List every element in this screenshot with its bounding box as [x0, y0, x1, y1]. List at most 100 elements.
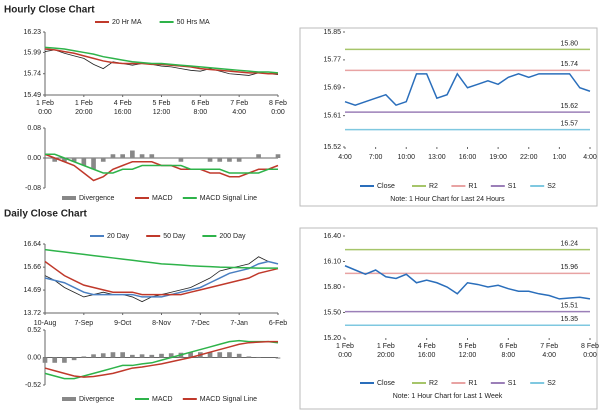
series-line — [44, 340, 278, 378]
y-tick-label: 15.80 — [323, 284, 341, 291]
legend-label: S1 — [508, 380, 517, 387]
legend-label: 20 Hr MA — [112, 19, 142, 26]
x-tick-label: 6 Feb — [499, 343, 517, 350]
bar — [275, 357, 281, 359]
bar — [188, 352, 193, 358]
section-title: Hourly Close Chart — [4, 5, 95, 16]
bar — [42, 357, 48, 363]
series-line — [44, 46, 279, 74]
level-label: 15.57 — [560, 120, 578, 127]
x-tick-label: 0:00 — [583, 352, 597, 359]
bar — [178, 158, 184, 162]
level-label: 15.74 — [560, 61, 578, 68]
bar — [139, 354, 145, 358]
x-tick-label: 4:00 — [542, 352, 556, 359]
x-tick-label: 1 Feb — [336, 343, 354, 350]
y-tick-label: 16.40 — [323, 233, 341, 240]
bar — [81, 158, 87, 166]
legend-label: 50 Hrs MA — [177, 19, 210, 26]
bar — [52, 158, 58, 162]
y-tick-label: 15.77 — [323, 57, 341, 64]
bar — [91, 158, 96, 170]
bar — [159, 353, 164, 358]
legend-label: MACD — [152, 396, 173, 403]
legend-label: S1 — [508, 183, 517, 190]
x-tick-label: 12:00 — [459, 352, 477, 359]
x-tick-label: 20:00 — [377, 352, 395, 359]
y-tick-label: 14.69 — [23, 287, 41, 294]
x-tick-label: 22:00 — [520, 154, 538, 161]
x-tick-label: 1 Feb — [75, 100, 93, 107]
x-tick-label: 0:00 — [38, 109, 52, 116]
bar — [120, 154, 125, 158]
x-tick-label: 5 Feb — [459, 343, 477, 350]
x-tick-label: 7:00 — [369, 154, 383, 161]
legend-label: Divergence — [79, 396, 115, 403]
legend-label: MACD Signal Line — [200, 195, 257, 202]
level-label: 15.62 — [560, 103, 578, 110]
bar — [149, 354, 155, 358]
x-tick-label: 6-Feb — [269, 320, 287, 327]
bar — [100, 158, 106, 162]
level-label: 15.96 — [560, 264, 578, 271]
x-tick-label: 8:00 — [502, 352, 516, 359]
x-tick-label: 16:00 — [418, 352, 436, 359]
series-line — [44, 339, 279, 380]
y-tick-label: 0.52 — [27, 327, 41, 334]
series-line — [44, 260, 279, 296]
x-tick-label: 4:00 — [338, 154, 352, 161]
bar — [236, 158, 242, 162]
bar — [236, 353, 242, 358]
y-tick-label: 15.50 — [323, 309, 341, 316]
x-tick-label: 4:00 — [583, 154, 597, 161]
y-tick-label: -0.52 — [25, 382, 41, 389]
y-tick-label: 13.72 — [23, 310, 41, 317]
x-tick-label: 6 Feb — [191, 100, 209, 107]
x-tick-label: 7-Jan — [230, 320, 248, 327]
bar — [139, 154, 145, 158]
bar — [207, 158, 213, 162]
legend-label: MACD Signal Line — [200, 396, 257, 403]
bar — [275, 154, 281, 158]
legend-label: MACD — [152, 195, 173, 202]
bar — [62, 158, 67, 162]
bar — [110, 352, 116, 358]
legend-label: S2 — [547, 183, 556, 190]
y-tick-label: -0.08 — [25, 185, 41, 192]
x-tick-label: 16:00 — [114, 109, 132, 116]
level-label: 15.51 — [560, 302, 578, 309]
y-tick-label: 0.00 — [27, 155, 41, 162]
x-tick-label: 4 Feb — [418, 343, 436, 350]
x-tick-label: 16:00 — [459, 154, 477, 161]
y-tick-label: 15.74 — [23, 71, 41, 78]
x-tick-label: 7 Feb — [540, 343, 558, 350]
x-tick-label: 1 Feb — [377, 343, 395, 350]
x-tick-label: 4 Feb — [114, 100, 132, 107]
x-tick-label: 7 Feb — [230, 100, 248, 107]
legend-label: Divergence — [79, 195, 115, 202]
x-tick-label: 9-Oct — [114, 320, 131, 327]
x-tick-label: 7-Dec — [191, 320, 210, 327]
y-tick-label: 16.10 — [323, 258, 341, 265]
x-tick-label: 8 Feb — [581, 343, 599, 350]
x-tick-label: 7-Sep — [74, 320, 93, 327]
x-tick-label: 19:00 — [489, 154, 507, 161]
bar — [256, 154, 261, 158]
legend-label: Close — [377, 183, 395, 190]
y-tick-label: 16.23 — [23, 29, 41, 36]
bar — [227, 158, 232, 162]
series-line — [44, 48, 278, 75]
bar — [246, 356, 252, 358]
x-tick-label: 8-Nov — [152, 320, 171, 327]
bar — [81, 356, 87, 358]
legend-label: R1 — [468, 380, 477, 387]
series-line — [44, 260, 279, 298]
note: Note: 1 Hour Chart for Last 24 Hours — [390, 196, 505, 203]
legend-label: S2 — [547, 380, 556, 387]
bar — [256, 356, 261, 358]
legend-label: 20 Day — [107, 233, 130, 240]
bar — [217, 352, 223, 358]
level-label: 15.80 — [560, 40, 578, 47]
series-line — [44, 248, 278, 269]
